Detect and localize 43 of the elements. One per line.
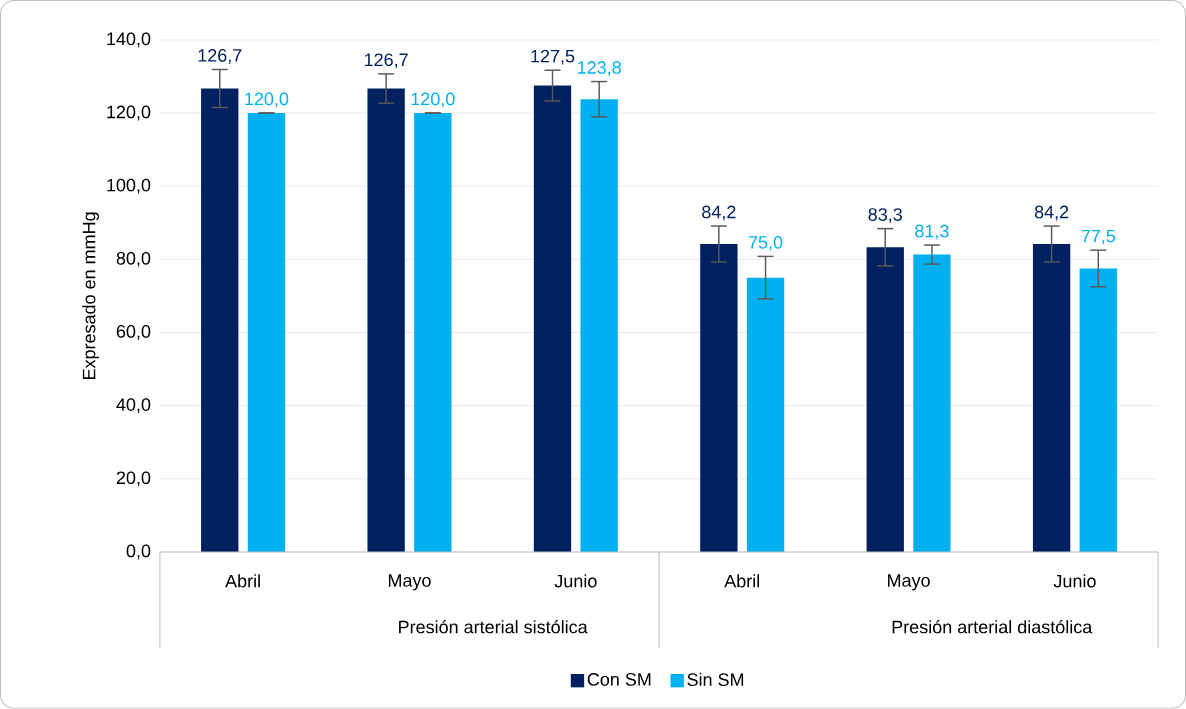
y-tick-label: 20,0 [116,471,151,487]
text: Presión arterial diastólica [892,620,1093,634]
bar [247,113,286,553]
data-label: 126,7 [364,53,408,69]
data-label: 75,0 [748,236,783,251]
legend-label: Sin SM [687,672,744,687]
data-label: 120,0 [411,92,455,108]
data-label: 120,0 [245,92,289,108]
x-tick-label: Junio [1053,574,1096,588]
y-tick-label: 60,0 [116,325,151,340]
data-label: 83,3 [868,208,902,224]
bar [580,99,618,553]
y-tick-label: 120,0 [107,105,151,121]
data-label: 127,5 [531,49,575,65]
x-tick-label: Junio [554,574,597,588]
bar [746,277,785,553]
x-tick-label: Abril [724,574,760,588]
bar [367,88,405,553]
data-label: 84,2 [702,205,736,221]
data-label: 81,3 [915,224,949,240]
bar [866,247,904,553]
x-tick-label: Mayo [888,574,930,591]
y-tick-label: 0,0 [126,544,151,560]
bar [1032,244,1071,553]
data-label: 123,8 [578,61,621,77]
data-label: 77,5 [1081,229,1116,245]
bar [913,254,951,553]
y-tick-label: 80,0 [116,251,151,267]
y-tick-label: 140,0 [107,32,151,48]
x-tick-label: Mayo [388,574,431,591]
bar [700,244,738,553]
data-label: 84,2 [1034,205,1069,221]
bar [1079,268,1117,553]
bar [201,88,239,553]
y-tick-label: 100,0 [107,178,151,194]
bar [533,85,572,553]
bar [414,113,452,553]
data-label: 126,7 [198,49,242,64]
y-axis-title: Expresado en mmHg [82,212,99,380]
y-tick-label: 40,0 [116,398,151,414]
legend-label: Con SM [587,673,651,686]
text: Presión arterial sistólica [399,620,588,634]
x-tick-label: Abril [225,574,260,588]
